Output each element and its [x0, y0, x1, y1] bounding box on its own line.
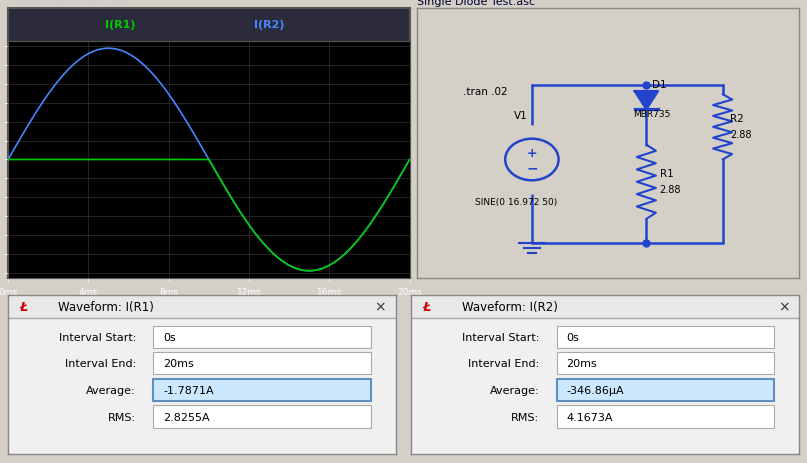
Text: RMS:: RMS: [511, 412, 539, 422]
Text: Waveform: I(R2): Waveform: I(R2) [462, 300, 558, 313]
Text: Average:: Average: [86, 385, 136, 395]
Text: 2.8255A: 2.8255A [163, 412, 210, 422]
FancyBboxPatch shape [557, 352, 774, 374]
FancyBboxPatch shape [153, 406, 370, 428]
Text: -346.86μA: -346.86μA [567, 385, 624, 395]
FancyBboxPatch shape [557, 406, 774, 428]
Text: I(R1): I(R1) [105, 20, 136, 30]
Text: -1.7871A: -1.7871A [163, 385, 214, 395]
FancyBboxPatch shape [412, 296, 799, 318]
Text: 20ms: 20ms [163, 358, 194, 368]
Text: 4.1673A: 4.1673A [567, 412, 613, 422]
Text: Single Diode Test.asc: Single Diode Test.asc [417, 0, 536, 7]
Text: Interval Start:: Interval Start: [59, 332, 136, 343]
Text: ×: × [778, 300, 789, 314]
FancyBboxPatch shape [557, 326, 774, 349]
Text: 20ms: 20ms [567, 358, 597, 368]
Text: 0s: 0s [163, 332, 176, 343]
Text: 0s: 0s [567, 332, 579, 343]
Text: ×: × [374, 300, 386, 314]
FancyBboxPatch shape [8, 296, 395, 318]
FancyBboxPatch shape [153, 326, 370, 349]
Text: Interval Start:: Interval Start: [462, 332, 539, 343]
Text: RMS:: RMS: [108, 412, 136, 422]
Text: Interval End:: Interval End: [468, 358, 539, 368]
Text: Ł: Ł [19, 300, 27, 313]
Text: I(R2): I(R2) [254, 20, 284, 30]
Text: Waveform: I(R1): Waveform: I(R1) [58, 300, 154, 313]
FancyBboxPatch shape [153, 379, 370, 401]
FancyBboxPatch shape [153, 352, 370, 374]
Text: Interval End:: Interval End: [65, 358, 136, 368]
FancyBboxPatch shape [557, 379, 774, 401]
Text: Ł: Ł [423, 300, 431, 313]
Text: Single Diode Test.raw: Single Diode Test.raw [8, 0, 128, 7]
Text: Average:: Average: [490, 385, 539, 395]
